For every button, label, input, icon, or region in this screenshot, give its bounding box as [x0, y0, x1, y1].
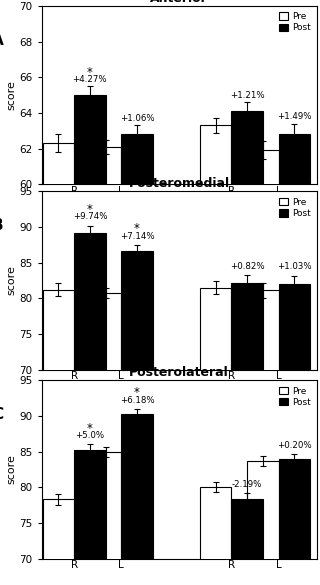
Bar [43, 500, 74, 585]
Bar [121, 414, 153, 585]
Text: +0.20%: +0.20% [277, 441, 312, 450]
Text: *: * [87, 66, 93, 79]
Text: *: * [134, 222, 140, 235]
Title: Posterolateral: Posterolateral [129, 366, 229, 379]
Y-axis label: score: score [6, 80, 17, 110]
Bar [247, 291, 279, 585]
Y-axis label: score: score [6, 455, 17, 484]
Text: +9.74%: +9.74% [73, 212, 107, 221]
Bar [247, 461, 279, 585]
Text: +1.06%: +1.06% [120, 113, 154, 123]
Bar [121, 135, 153, 585]
Bar [279, 284, 310, 585]
Bar [231, 500, 263, 585]
Text: C: C [0, 407, 3, 422]
Bar [121, 251, 153, 585]
Text: +1.03%: +1.03% [277, 262, 312, 271]
Text: INT: INT [89, 402, 107, 412]
Bar [200, 288, 231, 585]
Bar [231, 111, 263, 585]
Text: +1.49%: +1.49% [277, 112, 312, 121]
Bar [74, 450, 106, 585]
Text: +0.82%: +0.82% [230, 261, 264, 270]
Legend: Pre, Post: Pre, Post [277, 385, 312, 409]
Legend: Pre, Post: Pre, Post [277, 196, 312, 220]
Text: +6.18%: +6.18% [120, 395, 154, 404]
Text: +1.21%: +1.21% [230, 91, 264, 99]
Bar [279, 135, 310, 585]
Legend: Pre, Post: Pre, Post [277, 11, 312, 35]
Bar [90, 292, 121, 585]
Text: CON: CON [243, 216, 268, 226]
Bar [90, 452, 121, 585]
Bar [74, 233, 106, 585]
Text: -2.19%: -2.19% [232, 480, 262, 488]
Text: CON: CON [243, 402, 268, 412]
Bar [90, 147, 121, 585]
Bar [200, 125, 231, 585]
Bar [200, 487, 231, 585]
Title: Posteromedial: Posteromedial [129, 177, 230, 190]
Text: *: * [134, 386, 140, 399]
Text: *: * [87, 422, 93, 435]
Y-axis label: score: score [6, 266, 17, 295]
Text: +4.27%: +4.27% [73, 75, 107, 84]
Text: +5.0%: +5.0% [75, 431, 104, 440]
Text: +7.14%: +7.14% [120, 232, 154, 240]
Bar [247, 150, 279, 585]
Text: B: B [0, 218, 4, 233]
Bar [43, 290, 74, 585]
Text: *: * [87, 203, 93, 216]
Text: INT: INT [89, 216, 107, 226]
Text: A: A [0, 33, 4, 47]
Bar [231, 283, 263, 585]
Bar [74, 95, 106, 585]
Title: Anterior: Anterior [150, 0, 208, 5]
Bar [279, 459, 310, 585]
Bar [43, 143, 74, 585]
